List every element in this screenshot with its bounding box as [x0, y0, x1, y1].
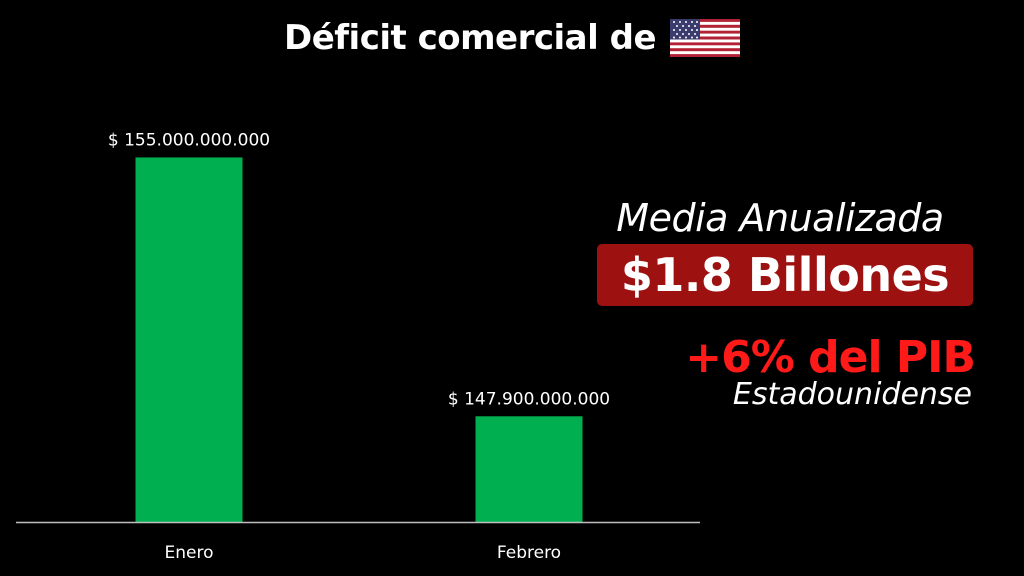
bar-enero: [135, 157, 243, 523]
data-label-febrero: $ 147.900.000.000: [448, 389, 610, 409]
x-tick-febrero: Febrero: [497, 543, 561, 563]
data-label-enero: $ 155.000.000.000: [108, 130, 270, 150]
media-anualizada-label: Media Anualizada: [616, 196, 944, 240]
bar-febrero: [475, 416, 583, 522]
pib-subtitle: Estadounidense: [732, 377, 972, 412]
x-tick-enero: Enero: [165, 543, 214, 563]
chart-title-row: Déficit comercial de: [0, 18, 1024, 58]
us-flag-icon: [670, 19, 741, 57]
media-anualizada-value: $1.8 Billones: [597, 244, 973, 306]
chart-title: Déficit comercial de: [283, 18, 657, 58]
pib-percentage: +6% del PIB: [685, 332, 976, 383]
bar-chart: $ 155.000.000.000 Enero $ 147.900.000.000 F…: [16, 130, 700, 563]
